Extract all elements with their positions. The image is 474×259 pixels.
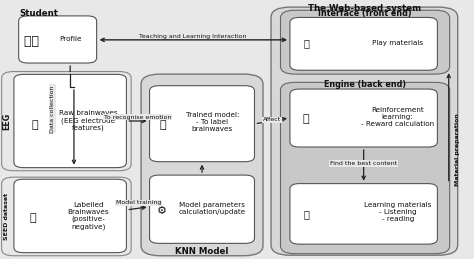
Text: 👨‍🎓: 👨‍🎓 [24,35,39,48]
FancyBboxPatch shape [141,74,263,256]
Text: Profile: Profile [59,36,82,42]
FancyBboxPatch shape [281,10,450,74]
Text: Reinforcement
learning:
- Reward calculation: Reinforcement learning: - Reward calcula… [361,107,434,127]
FancyBboxPatch shape [281,82,450,254]
Text: 🖥: 🖥 [304,38,310,48]
FancyBboxPatch shape [271,7,458,255]
Text: EEG: EEG [2,113,11,130]
Text: Data collection: Data collection [50,85,55,133]
Text: Engine (back end): Engine (back end) [324,81,406,89]
Text: Material preparation: Material preparation [455,114,460,186]
FancyBboxPatch shape [290,184,438,244]
Text: 🗄: 🗄 [29,213,36,223]
FancyBboxPatch shape [14,179,127,253]
Text: SEED dataset: SEED dataset [4,193,9,240]
FancyBboxPatch shape [290,17,438,70]
Text: Learning materials
- Listening
- reading: Learning materials - Listening - reading [364,203,431,222]
Text: Play materials: Play materials [372,40,423,46]
FancyBboxPatch shape [150,175,255,243]
Text: Affect: Affect [263,117,281,122]
Text: Teaching and Learning Interaction: Teaching and Learning Interaction [139,34,247,39]
Text: 🎧: 🎧 [31,120,38,130]
Text: KNN Model: KNN Model [175,247,229,256]
Text: ⚙️: ⚙️ [157,206,167,216]
Text: Model parameters
calculation/update: Model parameters calculation/update [179,202,246,215]
Text: Student: Student [19,9,58,18]
Text: Model training: Model training [116,200,161,205]
Text: Raw brainwaves
(EEG electrode
features): Raw brainwaves (EEG electrode features) [59,111,118,132]
FancyBboxPatch shape [150,86,255,162]
Text: Interface (front end): Interface (front end) [318,9,411,18]
Text: 🔄: 🔄 [302,114,309,124]
Text: Labelled
Brainwaves
(positive-
negative): Labelled Brainwaves (positive- negative) [67,202,109,230]
FancyBboxPatch shape [290,89,438,147]
Text: The Web-based system: The Web-based system [308,4,421,13]
Text: 🧠: 🧠 [159,120,165,130]
Text: To recognise emotion: To recognise emotion [104,115,172,120]
Text: Find the best content: Find the best content [330,161,397,166]
FancyBboxPatch shape [14,74,127,168]
Text: 📚: 📚 [304,209,310,219]
FancyBboxPatch shape [18,16,97,63]
Text: Trained model:
- To label
brainwaves: Trained model: - To label brainwaves [186,112,239,132]
